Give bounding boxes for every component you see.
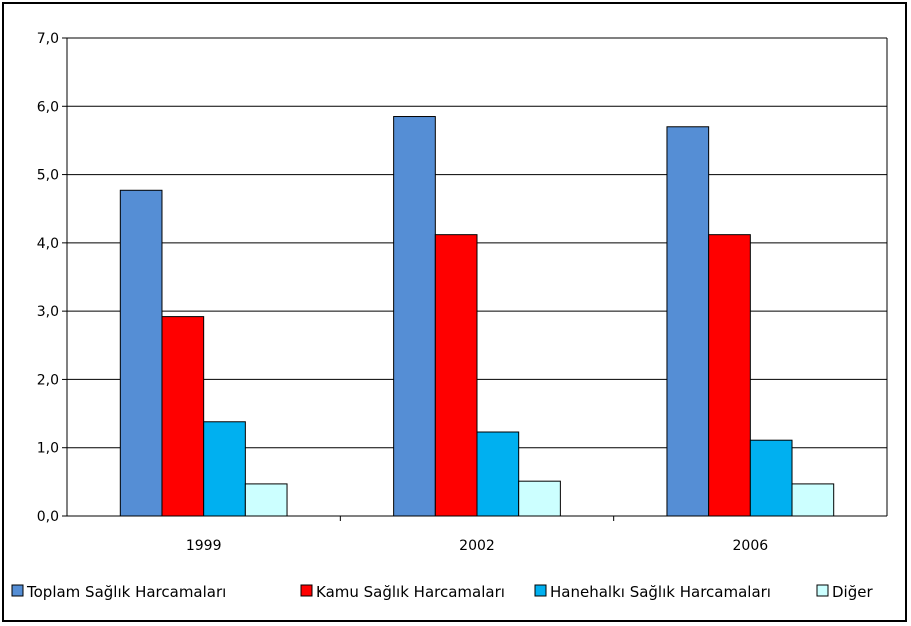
legend-label: Toplam Sağlık Harcamaları <box>26 583 226 601</box>
legend-label: Hanehalkı Sağlık Harcamaları <box>550 583 771 601</box>
bar <box>749 439 793 517</box>
y-tick-label: 1,0 <box>37 441 59 457</box>
y-tick-label: 5,0 <box>37 168 59 184</box>
bars <box>119 116 835 517</box>
y-tick-label: 2,0 <box>37 372 59 388</box>
y-tick-label: 0,0 <box>37 509 59 525</box>
x-tick-label: 2002 <box>459 538 495 554</box>
y-tick-label: 6,0 <box>37 99 59 115</box>
y-tick-label: 7,0 <box>37 31 59 47</box>
bar <box>518 480 561 517</box>
legend-swatch <box>534 584 547 597</box>
axes <box>62 37 888 521</box>
bar <box>791 483 835 517</box>
bar <box>393 116 436 517</box>
bar <box>161 316 205 517</box>
legend-swatch <box>300 584 313 597</box>
legend: Toplam Sağlık Harcamaları Kamu Sağlık Har… <box>11 583 873 601</box>
x-tick-label: 1999 <box>186 538 222 554</box>
bar <box>476 431 520 517</box>
legend-swatch <box>11 584 24 597</box>
y-axis-ticks: 0,0 1,0 2,0 3,0 4,0 5,0 6,0 7,0 <box>37 31 59 525</box>
y-tick-label: 4,0 <box>37 236 59 252</box>
bar <box>119 189 163 517</box>
x-tick-label: 2006 <box>733 538 769 554</box>
legend-swatch <box>816 584 829 597</box>
bar <box>434 234 478 517</box>
legend-label: Kamu Sağlık Harcamaları <box>316 583 505 601</box>
bar <box>244 483 288 517</box>
bar <box>203 421 246 517</box>
bar <box>708 234 751 517</box>
y-tick-label: 3,0 <box>37 304 59 320</box>
x-axis-ticks: 1999 2002 2006 <box>186 538 768 554</box>
legend-label: Diğer <box>832 583 873 601</box>
bar <box>666 126 710 517</box>
